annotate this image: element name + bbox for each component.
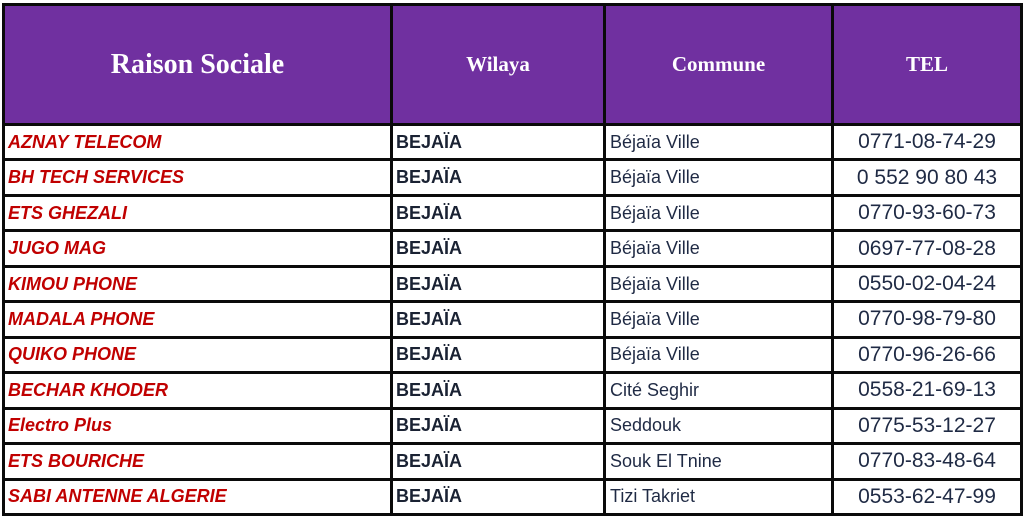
cell-wilaya: BEJAÏA <box>390 193 606 233</box>
cell-raison-sociale: ETS GHEZALI <box>2 193 393 233</box>
header-commune: Commune <box>603 3 834 126</box>
cell-tel: 0558-21-69-13 <box>831 371 1023 410</box>
cell-wilaya: BEJAÏA <box>390 122 606 162</box>
cell-wilaya: BEJAÏA <box>390 335 606 375</box>
cell-commune: Tizi Takriet <box>603 477 834 517</box>
header-tel: TEL <box>831 3 1023 126</box>
cell-commune: Béjaïa Ville <box>603 300 834 339</box>
cell-tel: 0770-93-60-73 <box>831 193 1023 233</box>
cell-commune: Seddouk <box>603 406 834 446</box>
cell-wilaya: BEJAÏA <box>390 158 606 197</box>
header-wilaya: Wilaya <box>390 3 606 126</box>
cell-commune: Béjaïa Ville <box>603 335 834 375</box>
cell-raison-sociale: ETS BOURICHE <box>2 442 393 481</box>
cell-commune: Béjaïa Ville <box>603 122 834 162</box>
cell-raison-sociale: BH TECH SERVICES <box>2 158 393 197</box>
table-row: BH TECH SERVICES BEJAÏA Béjaïa Ville 0 5… <box>2 158 1023 197</box>
table-row: QUIKO PHONE BEJAÏA Béjaïa Ville 0770-96-… <box>2 335 1023 375</box>
table-row: KIMOU PHONE BEJAÏA Béjaïa Ville 0550-02-… <box>2 264 1023 304</box>
header-row: Raison Sociale Wilaya Commune TEL <box>2 3 1023 126</box>
cell-commune: Béjaïa Ville <box>603 158 834 197</box>
table-row: AZNAY TELECOM BEJAÏA Béjaïa Ville 0771-0… <box>2 122 1023 162</box>
cell-wilaya: BEJAÏA <box>390 477 606 517</box>
cell-raison-sociale: KIMOU PHONE <box>2 264 393 304</box>
cell-commune: Béjaïa Ville <box>603 264 834 304</box>
table-row: ETS BOURICHE BEJAÏA Souk El Tnine 0770-8… <box>2 442 1023 481</box>
cell-tel: 0550-02-04-24 <box>831 264 1023 304</box>
cell-tel: 0775-53-12-27 <box>831 406 1023 446</box>
cell-raison-sociale: JUGO MAG <box>2 229 393 268</box>
cell-wilaya: BEJAÏA <box>390 406 606 446</box>
table-row: JUGO MAG BEJAÏA Béjaïa Ville 0697-77-08-… <box>2 229 1023 268</box>
cell-raison-sociale: QUIKO PHONE <box>2 335 393 375</box>
cell-wilaya: BEJAÏA <box>390 371 606 410</box>
table-row: ETS GHEZALI BEJAÏA Béjaïa Ville 0770-93-… <box>2 193 1023 233</box>
cell-raison-sociale: AZNAY TELECOM <box>2 122 393 162</box>
cell-tel: 0 552 90 80 43 <box>831 158 1023 197</box>
directory-table: Raison Sociale Wilaya Commune TEL AZNAY … <box>2 3 1023 517</box>
cell-tel: 0697-77-08-28 <box>831 229 1023 268</box>
cell-commune: Souk El Tnine <box>603 442 834 481</box>
cell-commune: Béjaïa Ville <box>603 229 834 268</box>
cell-raison-sociale: SABI ANTENNE ALGERIE <box>2 477 393 517</box>
cell-tel: 0553-62-47-99 <box>831 477 1023 517</box>
cell-commune: Cité Seghir <box>603 371 834 410</box>
cell-wilaya: BEJAÏA <box>390 300 606 339</box>
cell-tel: 0770-96-26-66 <box>831 335 1023 375</box>
cell-tel: 0770-83-48-64 <box>831 442 1023 481</box>
table-row: BECHAR KHODER BEJAÏA Cité Seghir 0558-21… <box>2 371 1023 410</box>
cell-wilaya: BEJAÏA <box>390 229 606 268</box>
table-row: SABI ANTENNE ALGERIE BEJAÏA Tizi Takriet… <box>2 477 1023 517</box>
cell-commune: Béjaïa Ville <box>603 193 834 233</box>
header-raison-sociale: Raison Sociale <box>2 3 393 126</box>
table-header: Raison Sociale Wilaya Commune TEL <box>2 3 1023 126</box>
cell-raison-sociale: Electro Plus <box>2 406 393 446</box>
table-row: Electro Plus BEJAÏA Seddouk 0775-53-12-2… <box>2 406 1023 446</box>
table-body: AZNAY TELECOM BEJAÏA Béjaïa Ville 0771-0… <box>2 122 1023 517</box>
cell-wilaya: BEJAÏA <box>390 442 606 481</box>
cell-tel: 0770-98-79-80 <box>831 300 1023 339</box>
cell-tel: 0771-08-74-29 <box>831 122 1023 162</box>
cell-wilaya: BEJAÏA <box>390 264 606 304</box>
cell-raison-sociale: BECHAR KHODER <box>2 371 393 410</box>
cell-raison-sociale: MADALA PHONE <box>2 300 393 339</box>
table-row: MADALA PHONE BEJAÏA Béjaïa Ville 0770-98… <box>2 300 1023 339</box>
